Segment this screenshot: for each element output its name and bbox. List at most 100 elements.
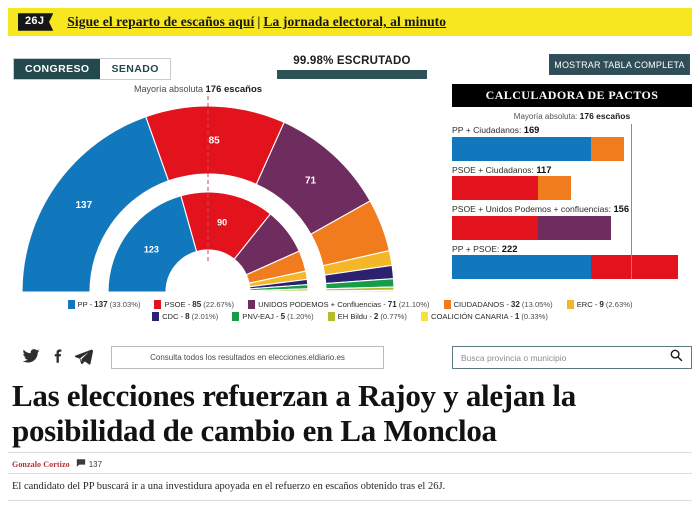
pact-bar (452, 136, 692, 161)
twitter-icon[interactable] (22, 347, 42, 367)
escrutado-progress-fill (277, 70, 427, 79)
legend-swatch-icon (232, 312, 240, 321)
legend-party-name: UNIDOS PODEMOS + Confluencias - (258, 300, 386, 309)
hemicycle-svg: 137 85 71 123 90 (21, 96, 395, 293)
mayoria-absoluta-chart-label: Mayoría absoluta 176 escaños (133, 84, 263, 95)
legend-party-pct: (33.03%) (109, 300, 141, 309)
legend-item-3[interactable]: CIUDADANOS - 32 (13.05%) (443, 300, 553, 309)
legend-party-seats: 9 (599, 300, 604, 309)
mostrar-tabla-completa-button[interactable]: MOSTRAR TABLA COMPLETA (549, 54, 690, 75)
legend-party-seats: 8 (185, 312, 190, 321)
legend-party-pct: (22.67%) (203, 300, 235, 309)
search-input[interactable]: Busca provincia o municipio (461, 352, 567, 363)
pact-bar-segment (591, 255, 678, 279)
pact-parties: PP + PSOE: (452, 243, 502, 254)
social-and-search-row: Consulta todos los resultados en eleccio… (8, 346, 692, 370)
facebook-icon[interactable] (50, 347, 70, 367)
pact-total-seats: 169 (523, 124, 540, 135)
majority-threshold-line (630, 124, 632, 279)
legend-party-pct: (0.77%) (380, 312, 407, 321)
pact-total-seats: 117 (536, 163, 552, 175)
legend-item-b-2[interactable]: EH Bildu - 2 (0.77%) (327, 312, 407, 321)
bottom-divider (8, 500, 692, 501)
banner-text: Sigue el reparto de escaños aquí | La jorn… (67, 14, 446, 30)
legend-party-name: ERC - (576, 300, 598, 309)
legend-party-seats: 85 (192, 300, 202, 309)
legend-row-primary: PP - 137 (33.03%) PSOE - 85 (22.67%) UNIDOS … (8, 300, 692, 309)
chamber-toggle[interactable]: CONGRESO SENADO (13, 58, 171, 80)
legend-item-b-0[interactable]: CDC - 8 (2.01%) (152, 312, 218, 321)
pact-bar-segment (452, 176, 539, 200)
hemicycle-segment-label: 137 (75, 200, 92, 211)
pact-item[interactable]: PP + Ciudadanos: 169 (452, 124, 692, 161)
legend-party-pct: (1.20%) (287, 312, 314, 321)
page-title: Las elecciones refuerzan a Rajoy y aleja… (12, 378, 576, 449)
legend-swatch-icon (67, 300, 75, 309)
hemicycle-segment-label: 85 (209, 136, 221, 147)
pact-label: PP + PSOE: 222 (452, 243, 692, 254)
byline-divider-bottom (8, 473, 692, 474)
legend-party-name: PNV-EAJ - (242, 312, 279, 321)
escrutado-progress-bar (277, 70, 427, 79)
pact-label: PSOE + Unidos Podemos + confluencias: 15… (452, 203, 692, 214)
pact-bar-segment (452, 255, 592, 279)
legend-item-1[interactable]: PSOE - 85 (22.67%) (154, 300, 234, 309)
author-link[interactable]: Gonzalo Cortizo (12, 459, 70, 469)
hemicycle-segment-label: 71 (305, 175, 317, 186)
legend-party-seats: 5 (280, 312, 286, 321)
consulta-resultados-link[interactable]: Consulta todos los resultados en eleccio… (111, 346, 384, 369)
pact-item[interactable]: PP + PSOE: 222 (452, 243, 692, 279)
legend-item-b-1[interactable]: PNV-EAJ - 5 (1.20%) (232, 312, 314, 321)
pact-label: PSOE + Ciudadanos: 117 (452, 164, 692, 175)
pact-total-seats: 156 (613, 203, 630, 214)
legend-swatch-icon (154, 300, 162, 309)
hemicycle-segment[interactable] (325, 289, 395, 293)
pact-parties: PSOE + Unidos Podemos + confluencias: (452, 204, 614, 214)
hemicycle-segment[interactable] (107, 195, 198, 293)
legend-item-0[interactable]: PP - 137 (33.03%) (67, 300, 141, 309)
legend-item-2[interactable]: UNIDOS PODEMOS + Confluencias - 71 (21.10… (248, 300, 430, 309)
pact-parties: PP + Ciudadanos: (452, 125, 524, 135)
pact-calculator-title: CALCULADORA DE PACTOS (452, 84, 692, 107)
legend-party-seats: 137 (94, 300, 108, 309)
pact-parties: PSOE + Ciudadanos: (452, 164, 537, 175)
banner-link-escanos[interactable]: Sigue el reparto de escaños aquí (67, 14, 255, 29)
pact-total-seats: 222 (501, 242, 518, 254)
pact-bar-segment (538, 176, 571, 200)
legend-swatch-icon (152, 312, 160, 321)
pact-calculator: CALCULADORA DE PACTOS Mayoría absoluta: … (452, 84, 692, 296)
legend-swatch-icon (420, 312, 428, 321)
pact-item[interactable]: PSOE + Ciudadanos: 117 (452, 164, 692, 200)
hemicycle-segment-label: 90 (217, 218, 227, 228)
pact-item[interactable]: PSOE + Unidos Podemos + confluencias: 15… (452, 203, 692, 240)
party-legend: PP - 137 (33.03%) PSOE - 85 (22.67%) UNIDOS … (8, 300, 692, 324)
legend-item-b-3[interactable]: COALICIÓN CANARIA - 1 (0.33%) (420, 312, 548, 321)
legend-party-name: CDC - (162, 312, 184, 321)
escrutado-indicator: 99.98% ESCRUTADO (277, 55, 427, 79)
telegram-icon[interactable] (74, 347, 94, 367)
promo-banner[interactable]: 26J Sigue el reparto de escaños aquí | La … (8, 8, 692, 36)
comment-count[interactable]: 137 (88, 459, 103, 469)
province-search-box[interactable]: Busca provincia o municipio (452, 346, 692, 369)
pact-mayoria-label: Mayoría absoluta: 176 escaños (513, 111, 631, 121)
tab-congreso[interactable]: CONGRESO (14, 59, 101, 79)
hemicycle-chart: Mayoría absoluta 176 escaños 137 85 71 123 9… (8, 84, 448, 296)
legend-party-pct: (2.63%) (605, 300, 633, 309)
comment-icon[interactable] (76, 458, 86, 470)
legend-party-pct: (21.10%) (398, 300, 430, 309)
hemicycle-segment[interactable] (249, 290, 309, 293)
legend-party-seats: 32 (510, 300, 520, 309)
legend-party-name: PP - (77, 300, 93, 309)
legend-party-seats: 1 (514, 312, 520, 321)
date-badge-26j: 26J (18, 13, 54, 31)
legend-row-secondary: CDC - 8 (2.01%) PNV-EAJ - 5 (1.20%) EH Bildu… (8, 312, 692, 321)
tab-senado[interactable]: SENADO (100, 59, 170, 79)
legend-item-4[interactable]: ERC - 9 (2.63%) (566, 300, 633, 309)
banner-link-jornada[interactable]: La jornada electoral, al minuto (263, 14, 447, 29)
legend-party-seats: 2 (373, 312, 379, 321)
search-icon[interactable] (669, 348, 691, 367)
legend-party-pct: (13.05%) (521, 300, 553, 309)
pact-bar (452, 215, 692, 240)
pact-bar (452, 255, 692, 279)
legend-party-pct: (2.01%) (191, 312, 219, 321)
